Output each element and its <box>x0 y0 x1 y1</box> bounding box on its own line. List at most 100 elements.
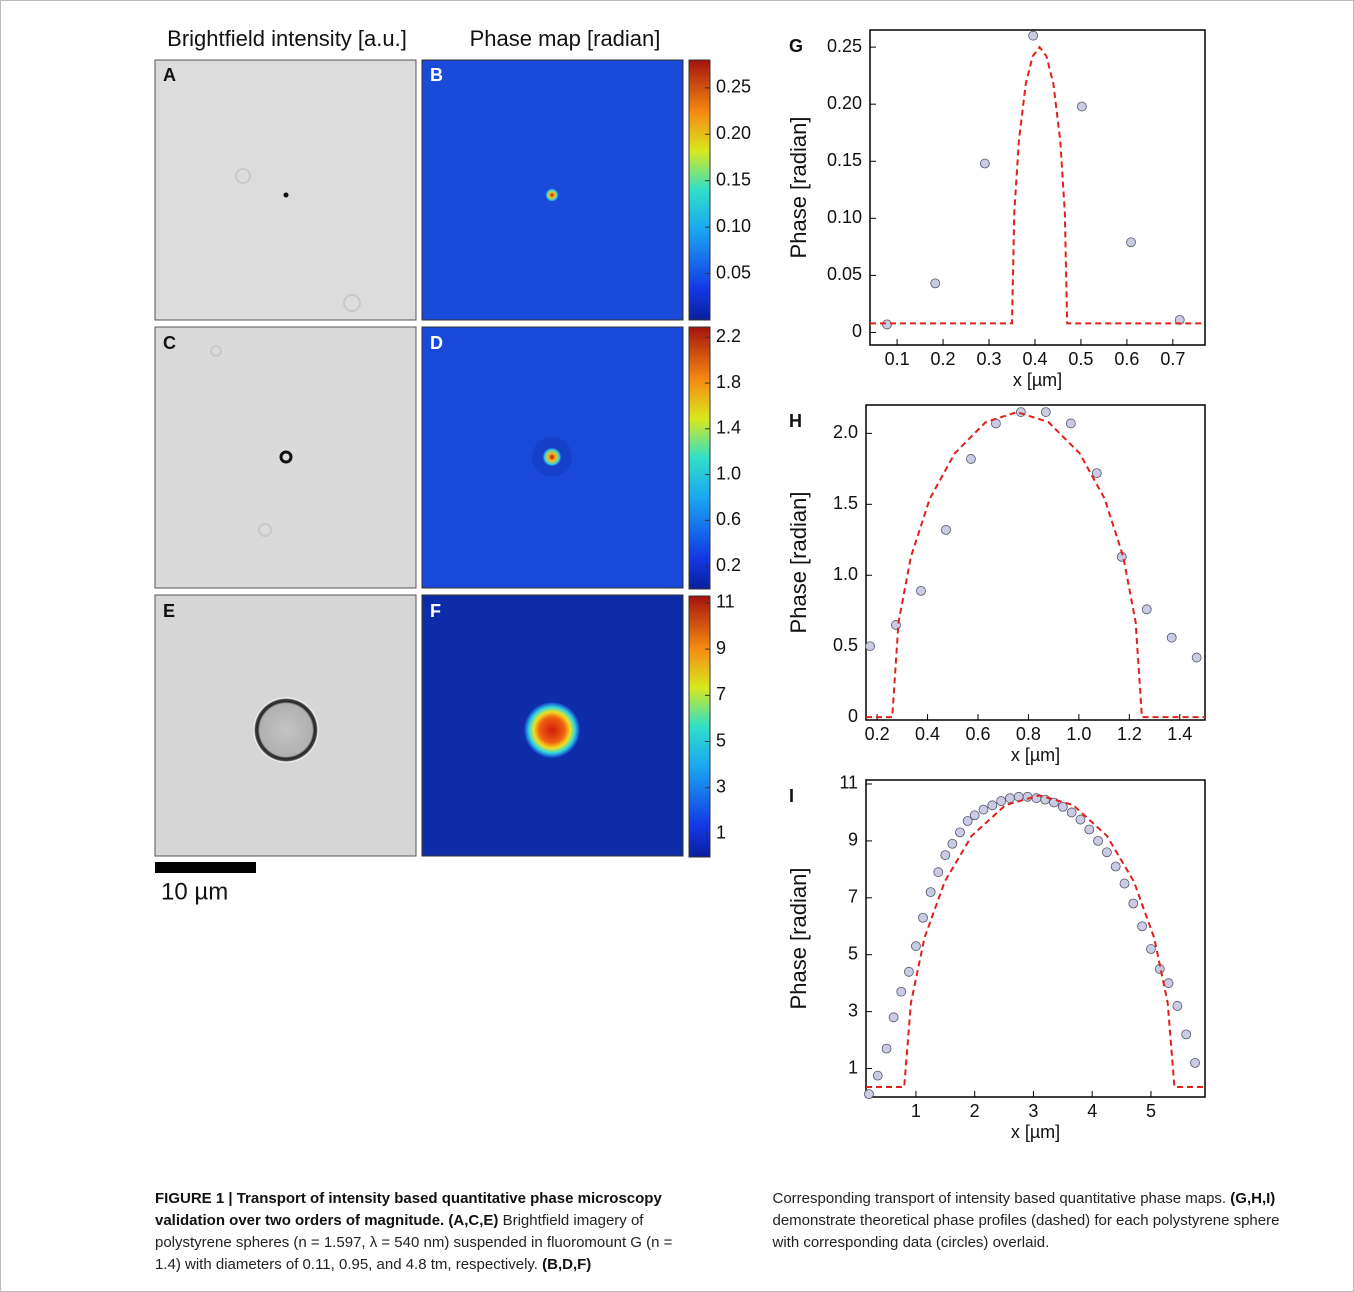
image-c <box>154 326 417 589</box>
data-point <box>940 850 951 861</box>
column-header: Brightfield intensity [a.u.] <box>167 26 407 51</box>
data-point <box>1005 793 1015 804</box>
colorbar <box>688 595 711 858</box>
data-point <box>996 796 1007 806</box>
panel-label: C <box>163 333 176 353</box>
data-point <box>1076 101 1087 112</box>
colorbar-tick-label: 0.20 <box>716 123 751 143</box>
y-tick-label: 11 <box>839 773 858 793</box>
data-point <box>1028 30 1039 41</box>
x-axis-label: x [µm] <box>1011 1122 1060 1142</box>
data-point <box>1091 468 1102 479</box>
data-point <box>1057 801 1068 812</box>
panel-label: E <box>163 601 175 621</box>
colorbar <box>688 59 711 321</box>
image-d <box>421 326 684 589</box>
colorbar-tick-label: 1 <box>716 823 726 843</box>
colorbar-tick-label: 3 <box>716 776 726 796</box>
caption-ref: (G,H,I) <box>1230 1190 1276 1207</box>
data-point <box>903 966 914 977</box>
data-point <box>1128 898 1139 909</box>
data-point <box>1146 944 1156 954</box>
data-point <box>872 1070 883 1081</box>
data-point <box>979 158 990 169</box>
panel-label: F <box>430 601 441 621</box>
x-tick-label: 0.5 <box>1068 349 1093 369</box>
y-tick-label: 0.10 <box>827 207 862 227</box>
image-e <box>154 594 417 857</box>
data-point <box>1137 921 1148 932</box>
data-point <box>1191 652 1202 663</box>
colorbar-tick-label: 0.6 <box>716 509 741 529</box>
data-point <box>978 804 989 815</box>
data-point <box>881 1043 892 1054</box>
colorbar-tick-label: 11 <box>716 592 735 612</box>
x-tick-label: 0.6 <box>1114 349 1139 369</box>
theory-line <box>866 411 1205 719</box>
data-point <box>941 524 951 535</box>
data-point <box>1119 878 1130 889</box>
data-point <box>987 800 998 811</box>
data-point <box>1163 978 1174 989</box>
data-point <box>1065 418 1076 429</box>
y-tick-label: 1 <box>848 1057 858 1077</box>
y-axis-label: Phase [radian] <box>786 868 811 1010</box>
data-point <box>962 816 973 826</box>
caption-title: FIGURE 1 | Transport of intensity based … <box>155 1190 662 1229</box>
data-point <box>882 319 892 330</box>
colorbar-tick-label: 5 <box>716 730 726 750</box>
y-tick-label: 0.25 <box>827 36 862 56</box>
data-point <box>1084 824 1095 835</box>
colorbar-tick-label: 0.2 <box>716 555 741 575</box>
colorbar-tick-label: 0.10 <box>716 216 751 236</box>
y-tick-label: 1.0 <box>833 564 858 584</box>
x-tick-label: 0.6 <box>965 724 990 744</box>
y-tick-label: 2.0 <box>833 422 858 442</box>
y-tick-label: 0.20 <box>827 93 862 113</box>
data-point <box>1075 814 1086 825</box>
image-f <box>421 594 684 857</box>
x-tick-label: 1.0 <box>1066 724 1091 744</box>
colorbar-tick-label: 1.4 <box>716 418 741 438</box>
caption-text: Brightfield imagery of polystyrene spher… <box>155 1212 673 1273</box>
x-tick-label: 5 <box>1146 1101 1156 1121</box>
x-tick-label: 0.4 <box>1022 349 1047 369</box>
colorbar-tick-label: 7 <box>716 684 726 704</box>
x-axis-label: x [µm] <box>1013 370 1062 390</box>
data-point <box>1110 861 1121 872</box>
y-tick-label: 1.5 <box>833 493 858 513</box>
theory-line <box>870 45 1205 325</box>
data-point <box>1101 847 1112 858</box>
data-point <box>966 454 976 464</box>
data-point <box>918 912 928 923</box>
panel-label: B <box>430 65 443 85</box>
data-point <box>930 278 941 289</box>
caption-text: Corresponding transport of intensity bas… <box>772 1190 1227 1207</box>
data-point <box>911 941 921 952</box>
y-axis-label: Phase [radian] <box>786 117 811 259</box>
caption-text: demonstrate theoretical phase profiles (… <box>772 1212 1280 1251</box>
y-tick-label: 0.05 <box>827 264 862 284</box>
panel-label: G <box>789 36 803 56</box>
data-point <box>1126 237 1136 248</box>
theory-line <box>866 794 1205 1089</box>
y-axis-label: Phase [radian] <box>786 492 811 634</box>
x-tick-label: 2 <box>970 1101 980 1121</box>
colorbar-tick-label: 1.8 <box>716 372 741 392</box>
data-point <box>925 887 936 898</box>
data-point <box>933 867 944 878</box>
y-tick-label: 0 <box>848 706 858 726</box>
x-tick-label: 1.2 <box>1117 724 1142 744</box>
data-point <box>1093 835 1103 846</box>
colorbar-tick-label: 2.2 <box>716 326 741 346</box>
caption-ref: (A,C,E) <box>448 1212 499 1229</box>
image-a <box>154 59 417 321</box>
x-tick-label: 0.2 <box>931 349 956 369</box>
data-point <box>969 810 980 821</box>
y-tick-label: 7 <box>848 887 858 907</box>
figure: Brightfield intensity [a.u.] Phase map [… <box>154 26 1206 1142</box>
x-tick-label: 0.4 <box>915 724 940 744</box>
y-tick-label: 0.5 <box>833 635 858 655</box>
colorbar-tick-label: 0.25 <box>716 77 751 97</box>
x-tick-label: 0.8 <box>1016 724 1041 744</box>
